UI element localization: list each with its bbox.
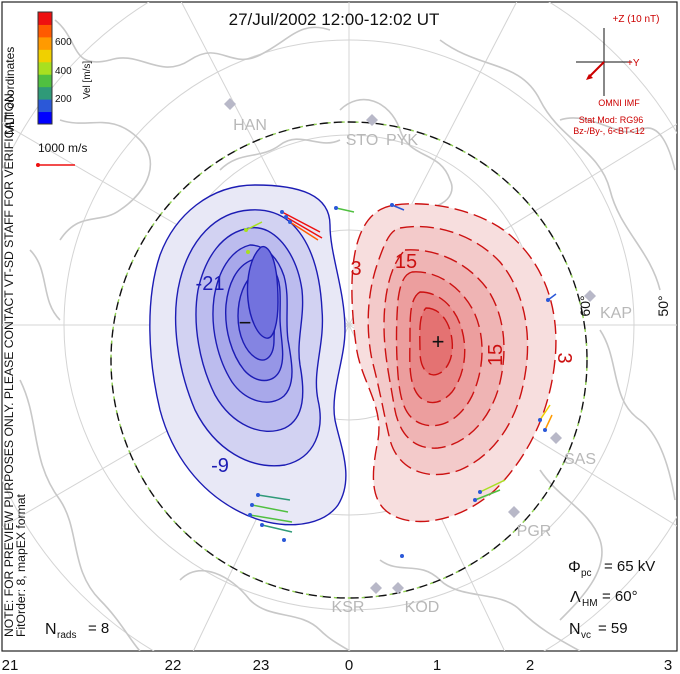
mlt-tick-label: 2 — [526, 657, 534, 674]
colorbar-swatch — [38, 74, 52, 88]
latitude-label: 50° — [655, 295, 671, 316]
colorbar-tick: 400 — [55, 66, 72, 77]
mlt-tick-label: 0 — [345, 657, 353, 674]
phi-value: = 65 kV — [604, 558, 655, 575]
nvc-subscript: vc — [581, 630, 591, 641]
colorbar-swatch — [38, 24, 52, 38]
station-label: KAP — [600, 305, 632, 322]
colorbar-label: Vel [m/s] — [82, 61, 93, 100]
mlt-tick-label: 22 — [165, 657, 182, 674]
colorbar-tick: 200 — [55, 94, 72, 105]
phi-symbol: Φ — [568, 559, 581, 576]
station-label: PGR — [517, 523, 552, 540]
lambda-value: = 60° — [602, 588, 638, 605]
colorbar-swatch — [38, 12, 52, 25]
nrads-subscript: rads — [57, 630, 76, 641]
station-label: KSR — [332, 599, 365, 616]
station-label: PYK — [386, 132, 418, 149]
velocity-colorbar — [37, 11, 53, 125]
colorbar-swatch — [38, 86, 52, 100]
positive-cell — [351, 203, 557, 523]
nrads-value: = 8 — [88, 620, 109, 637]
preview-disclaimer: NOTE: FOR PREVIEW PURPOSES ONLY. PLEASE … — [2, 90, 16, 637]
mlt-tick-label: 1 — [433, 657, 441, 674]
imf-vector — [587, 61, 605, 79]
negative-cell — [149, 184, 347, 526]
colorbar-swatch — [38, 99, 52, 113]
hm-boundary-vectors — [110, 121, 588, 599]
colorbar-border — [37, 11, 53, 125]
imf-y-label: +Y — [627, 58, 640, 69]
vector-origins — [244, 203, 550, 558]
contour-label: 3 — [553, 352, 575, 363]
imf-z-label: +Z (10 nT) — [613, 14, 660, 25]
stat-model: Stat Mod: RG96 — [579, 115, 644, 125]
mlt-tick-label: 23 — [253, 657, 270, 674]
mlt-axis: 21 22 23 0 1 2 3 — [2, 657, 673, 674]
colorbar-swatch — [38, 111, 52, 125]
station-label: STO — [346, 132, 379, 149]
colorbar-swatch — [38, 49, 52, 63]
lambda-symbol: Λ — [570, 589, 581, 606]
colorbar-tick: 600 — [55, 37, 72, 48]
station-markers — [224, 98, 596, 594]
nvc-symbol: N — [569, 621, 581, 638]
map-title: 27/Jul/2002 12:00-12:02 UT — [229, 10, 440, 29]
vector-count: N vc = 59 — [569, 620, 628, 641]
coastlines — [19, 19, 676, 651]
contour-label: -21 — [196, 273, 225, 295]
mlt-tick-label: 21 — [2, 657, 19, 674]
station-label: HAN — [233, 117, 267, 134]
colorbar-swatch — [38, 61, 52, 75]
reference-vector-label: 1000 m/s — [38, 141, 87, 155]
cross-polar-cap-potential: Φ pc = 65 kV — [568, 558, 655, 579]
imf-condition: Bz-/By-, 6<BT<12 — [573, 126, 645, 136]
contour-label: 15 — [485, 344, 507, 366]
imf-source: OMNI IMF — [598, 98, 640, 108]
contour-label: -9 — [211, 455, 229, 477]
nrads-symbol: N — [45, 621, 57, 638]
radar-count: N rads = 8 — [45, 620, 109, 641]
contour-label: 3 — [350, 258, 361, 280]
mlt-tick-label: 3 — [664, 657, 672, 674]
imf-vector-arrowhead — [586, 74, 593, 80]
nvc-value: = 59 — [598, 620, 628, 637]
potential-minimum-marker: − — [239, 310, 252, 335]
coordinate-system-note: MLT coordinates — [3, 47, 17, 135]
fit-order-note: FitOrder: 8, mapEX format — [14, 493, 28, 637]
latitude-label: 60° — [577, 295, 593, 316]
hm-boundary-latitude: Λ HM = 60° — [570, 588, 638, 609]
potential-maximum-marker: + — [432, 329, 445, 354]
lambda-subscript: HM — [582, 598, 598, 609]
contour-label: 15 — [395, 251, 417, 273]
phi-subscript: pc — [581, 568, 592, 579]
station-label: KOD — [405, 599, 440, 616]
colorbar-swatch — [38, 36, 52, 50]
reference-vector-origin — [36, 163, 40, 167]
velocity-vectors — [245, 204, 557, 533]
station-label: SAS — [564, 451, 596, 468]
